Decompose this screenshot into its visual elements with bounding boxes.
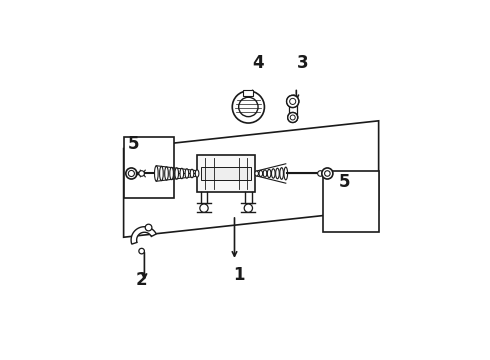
Bar xyxy=(289,102,297,117)
Circle shape xyxy=(290,115,295,120)
Ellipse shape xyxy=(165,167,168,180)
Circle shape xyxy=(232,91,265,123)
Ellipse shape xyxy=(175,168,178,179)
Ellipse shape xyxy=(263,170,267,177)
Circle shape xyxy=(290,98,296,104)
Circle shape xyxy=(288,112,298,122)
Text: 5: 5 xyxy=(339,173,350,191)
Circle shape xyxy=(288,112,298,122)
Bar xyxy=(197,156,255,192)
Ellipse shape xyxy=(185,169,189,178)
Polygon shape xyxy=(131,227,156,244)
Circle shape xyxy=(322,168,333,179)
Ellipse shape xyxy=(170,167,173,180)
Circle shape xyxy=(318,171,323,176)
Polygon shape xyxy=(123,121,379,237)
Circle shape xyxy=(126,168,137,179)
Circle shape xyxy=(290,98,296,104)
Ellipse shape xyxy=(276,168,279,179)
Circle shape xyxy=(324,171,330,176)
Circle shape xyxy=(128,170,134,176)
Ellipse shape xyxy=(160,166,163,181)
Text: 3: 3 xyxy=(296,54,308,72)
Circle shape xyxy=(139,248,145,254)
Polygon shape xyxy=(123,138,173,198)
Text: 2: 2 xyxy=(136,270,147,288)
Circle shape xyxy=(244,204,252,212)
Text: 5: 5 xyxy=(127,135,139,153)
Ellipse shape xyxy=(268,169,271,177)
Circle shape xyxy=(139,171,145,176)
Ellipse shape xyxy=(154,166,158,181)
Circle shape xyxy=(145,224,152,231)
Ellipse shape xyxy=(259,170,263,176)
Circle shape xyxy=(287,95,299,108)
Ellipse shape xyxy=(280,168,283,179)
Polygon shape xyxy=(323,171,379,232)
Ellipse shape xyxy=(190,169,194,178)
Ellipse shape xyxy=(255,171,258,176)
Bar xyxy=(201,167,251,180)
Ellipse shape xyxy=(284,167,288,180)
Text: 1: 1 xyxy=(233,266,245,284)
Ellipse shape xyxy=(180,168,184,179)
Circle shape xyxy=(239,97,258,117)
Ellipse shape xyxy=(196,170,199,177)
Circle shape xyxy=(200,204,208,212)
Circle shape xyxy=(287,95,299,108)
Circle shape xyxy=(290,115,295,120)
Bar xyxy=(244,90,253,96)
Ellipse shape xyxy=(271,169,275,178)
Text: 4: 4 xyxy=(252,54,264,72)
